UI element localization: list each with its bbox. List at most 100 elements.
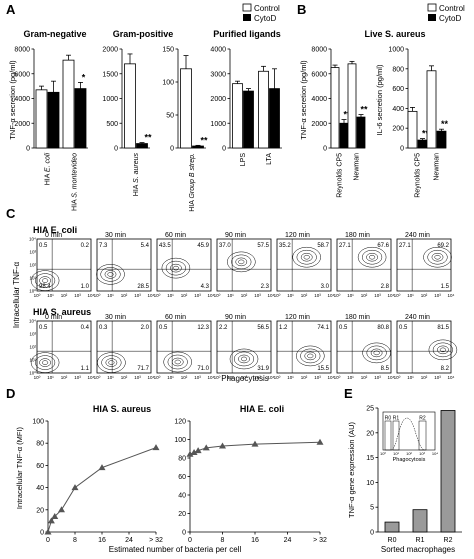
d2-data-point: [316, 438, 324, 445]
e-inset-gate: [418, 420, 427, 451]
c-contour: [423, 246, 452, 268]
c-contour: [161, 257, 191, 279]
c-quadrant-ur: 74.1: [317, 325, 329, 331]
c-xtick-label: 10³: [134, 375, 141, 380]
y-title-b1: TNF-α secretion (pg/ml): [299, 60, 308, 140]
d2-xtick-label: 16: [251, 537, 259, 544]
c-xtick-label: 10⁰: [34, 375, 41, 380]
c-quadrant-ur: 56.5: [257, 325, 269, 331]
c-xtick-label: 10²: [121, 375, 128, 380]
c-plot-time: 120 min: [285, 232, 310, 239]
e-inset-gate-label: R0: [385, 416, 392, 422]
c-ytick-label: 10²: [29, 263, 36, 268]
c-contour: [373, 350, 380, 356]
e-bar: [412, 509, 428, 533]
c-ytick-label: 10²: [29, 345, 36, 350]
a1-significance: *: [82, 72, 86, 82]
title-gram-positive: Gram-positive: [113, 29, 174, 39]
c-contour: [30, 352, 60, 373]
e-inset-tick-label: 10⁴: [432, 451, 438, 456]
c-xtick-label: 10²: [181, 293, 188, 298]
a2a-ytick-label: 0: [114, 146, 118, 153]
c-contour: [428, 339, 458, 361]
c-xtick-label: 10¹: [287, 293, 294, 298]
c-xtick-label: 10¹: [407, 375, 414, 380]
c-quadrant-ur: 45.9: [197, 243, 209, 249]
c-contour: [292, 246, 321, 268]
legend-control-label: Control: [254, 4, 280, 13]
c-contour: [439, 347, 446, 353]
d2-ytick-label: 80: [178, 456, 186, 463]
d1-xtick-label: 8: [73, 537, 77, 544]
c-xtick-label: 10²: [361, 375, 368, 380]
c-contour: [357, 246, 387, 268]
e-inset-gate-label: R1: [393, 416, 400, 422]
c-contour: [238, 354, 250, 364]
legend-b-cytod-swatch: [428, 14, 436, 21]
c-xtick-label: 10²: [61, 375, 68, 380]
e-ytick-label: 0: [370, 530, 374, 537]
c-contour: [42, 278, 49, 283]
c-quadrant-ul: 37.0: [219, 243, 231, 249]
e-category-label: R0: [388, 537, 397, 544]
c-xtick-label: 10⁴: [88, 375, 95, 380]
c-plot-frame: [216, 238, 272, 292]
e-inset-tick-label: 10⁰: [380, 451, 386, 456]
c-xtick-label: 10⁰: [154, 375, 161, 380]
a2a-bar: [124, 63, 136, 149]
c-xtick-label: 10⁴: [148, 293, 155, 298]
c-plot-frame: [96, 320, 152, 374]
c-plot-time: 90 min: [225, 314, 246, 321]
e-inset-gate: [384, 420, 392, 451]
legend-b-cytod-label: CytoD: [439, 14, 461, 23]
c-quadrant-ul: 1.2: [279, 325, 288, 331]
d2-data-point: [202, 444, 210, 451]
c-plot-frame: [276, 238, 332, 292]
b2-significance: **: [422, 129, 430, 139]
a3-bar: [269, 88, 280, 149]
a2a-ytick-label: 2000: [102, 47, 118, 54]
c-quadrant-lr: 28.5: [137, 284, 149, 290]
c-xtick-label: 10¹: [47, 375, 54, 380]
d2-ytick-label: 60: [178, 474, 186, 481]
d2-ytick-label: 0: [182, 530, 186, 537]
c-contour: [35, 273, 56, 288]
d2-data-point: [194, 447, 202, 454]
c-quadrant-ul: 0.5: [339, 325, 348, 331]
c-contour: [101, 355, 122, 370]
c-plot-time: 0 min: [45, 232, 62, 239]
a1-category-label: HIA S. montevideo: [72, 153, 79, 211]
c-xtick-label: 10²: [241, 293, 248, 298]
c-contour: [172, 265, 179, 271]
b2-ytick-label: 400: [392, 106, 404, 113]
x-title-e: Sorted macrophages: [381, 545, 455, 554]
c-plot-time: 90 min: [225, 232, 246, 239]
c-xtick-label: 10²: [301, 293, 308, 298]
c-xtick-label: 10³: [134, 293, 141, 298]
c-ytick-label: 10³: [29, 250, 36, 255]
c-xtick-label: 10¹: [347, 375, 354, 380]
e-inset-xlabel: Phagocytosis: [393, 457, 426, 463]
d2-xtick-label: 24: [284, 537, 292, 544]
c-ytick-label: 10⁴: [29, 237, 36, 242]
c-contour: [167, 354, 188, 370]
c-xtick-label: 10⁴: [388, 375, 395, 380]
chart-gram-positive-group-b-strep: 0 50 100 150 ** HIA Group B strep.: [162, 47, 208, 212]
e-ytick-label: 15: [366, 455, 374, 462]
c-xtick-label: 10²: [301, 375, 308, 380]
c-plot-frame: [396, 320, 452, 374]
c-contour: [300, 348, 321, 364]
b1-bar: [330, 67, 340, 149]
a2b-ytick-label: 0: [170, 146, 174, 153]
a2b-category-label-prefix: HIA: [189, 199, 196, 212]
a2a-category-label-prefix: HIA: [133, 183, 140, 196]
c-contour: [231, 254, 252, 270]
c-contour: [227, 251, 256, 273]
c-xtick-label: 10¹: [347, 293, 354, 298]
c-contour: [303, 254, 310, 260]
a3-category-label: LTA: [266, 153, 273, 165]
c-xtick-label: 10³: [254, 375, 261, 380]
c-contour: [233, 351, 255, 367]
c-quadrant-ur: 67.6: [377, 243, 389, 249]
c-quadrant-ul: 0.3: [99, 325, 108, 331]
